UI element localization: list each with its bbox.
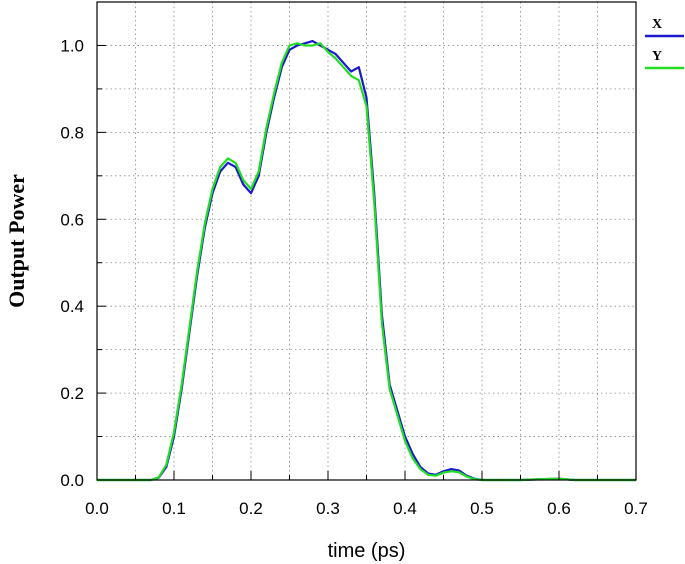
y-tick-label: 0.2 [60, 384, 84, 403]
grid [97, 2, 636, 480]
y-tick-label: 1.0 [60, 36, 84, 55]
y-tick-label: 0.8 [60, 123, 84, 142]
x-tick-label: 0.7 [624, 499, 648, 518]
x-axis-title: time (ps) [328, 540, 406, 562]
y-tick-label: 0.6 [60, 210, 84, 229]
y-axis-title: Output Power [4, 174, 29, 308]
x-tick-label: 0.3 [316, 499, 340, 518]
series-line-y [97, 42, 636, 482]
tick-labels: 0.0 0.1 0.2 0.3 0.4 0.5 0.6 0.7 0.0 0.2 0.4 0.6 0.8 1… [60, 36, 647, 518]
x-tick-label: 0.5 [470, 499, 494, 518]
x-tick-label: 0.0 [85, 499, 109, 518]
y-tick-label: 0.0 [60, 471, 84, 490]
series-layer [97, 39, 636, 482]
x-tick-label: 0.2 [239, 499, 263, 518]
x-tick-label: 0.4 [393, 499, 417, 518]
legend-label-y: Y [652, 49, 662, 64]
y-tick-label: 0.4 [60, 297, 84, 316]
x-tick-label: 0.6 [547, 499, 571, 518]
legend-label-x: X [652, 17, 662, 32]
legend: X Y [645, 17, 684, 70]
x-tick-label: 0.1 [162, 499, 186, 518]
axis-ticks [96, 1, 637, 481]
